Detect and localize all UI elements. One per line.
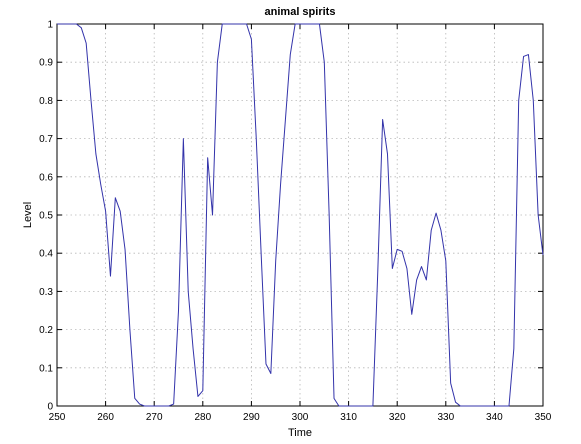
series-layer <box>57 23 544 407</box>
x-tick-label: 350 <box>535 412 552 423</box>
axis-ticks <box>56 23 544 407</box>
series-line <box>57 23 544 407</box>
x-tick-label: 330 <box>437 412 454 423</box>
y-tick-label: 0.9 <box>39 58 53 69</box>
x-tick-label: 320 <box>389 412 406 423</box>
y-tick-label: 0.4 <box>39 249 53 260</box>
y-tick-label: 0.3 <box>39 287 53 298</box>
x-tick-label: 260 <box>97 412 114 423</box>
y-tick-label: 0.7 <box>39 134 53 145</box>
y-tick-label: 0.6 <box>39 172 53 183</box>
x-tick-label: 270 <box>146 412 163 423</box>
x-axis-title: Time <box>288 427 312 439</box>
y-tick-label: 0.8 <box>39 96 53 107</box>
y-tick-label: 0.1 <box>39 363 53 374</box>
x-tick-label: 310 <box>340 412 357 423</box>
tick-labels: 250 260 270 280 290 300 310 320 330 340 350 0 0.1 0.2… <box>39 20 552 424</box>
y-axis-title: Level <box>22 202 34 228</box>
grid-lines <box>57 24 543 406</box>
chart-title: animal spirits <box>265 6 336 18</box>
y-tick-label: 0 <box>47 402 53 413</box>
x-tick-label: 250 <box>49 412 66 423</box>
x-tick-label: 280 <box>194 412 211 423</box>
x-tick-label: 290 <box>243 412 260 423</box>
x-tick-label: 300 <box>292 412 309 423</box>
y-tick-label: 0.5 <box>39 211 53 222</box>
y-tick-label: 1 <box>47 20 53 31</box>
x-tick-label: 340 <box>486 412 503 423</box>
y-tick-label: 0.2 <box>39 325 53 336</box>
